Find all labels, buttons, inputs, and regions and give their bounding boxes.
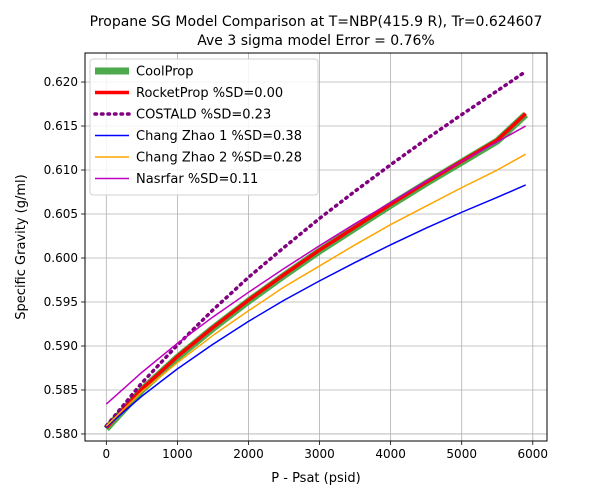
chart-subtitle: Ave 3 sigma model Error = 0.76%: [197, 33, 434, 49]
y-tick-label: 0.610: [44, 163, 78, 177]
x-axis-label: P - Psat (psid): [271, 471, 360, 486]
y-tick-label: 0.580: [44, 427, 78, 441]
x-tick-label: 5000: [446, 447, 477, 461]
legend-label-2: COSTALD %SD=0.23: [136, 108, 271, 123]
y-tick-label: 0.590: [44, 339, 78, 353]
legend: CoolProp RocketProp %SD=0.00 COSTALD %SD=0…: [89, 58, 319, 196]
y-tick-label: 0.600: [44, 251, 78, 265]
x-tick-label: 0: [103, 447, 111, 461]
y-tick-label: 0.620: [44, 75, 78, 89]
y-tick-label: 0.615: [44, 119, 78, 133]
series-lines: [103, 69, 529, 432]
series-line-2: [104, 69, 528, 428]
series-line-3: [105, 184, 526, 428]
series-line-4: [105, 153, 527, 427]
legend-label-3: Chang Zhao 1 %SD=0.38: [136, 129, 302, 144]
y-tick-label: 0.605: [44, 207, 78, 221]
x-axis-ticks: 0 1000 2000 3000 4000 5000 6000: [103, 441, 549, 461]
x-tick-label: 3000: [304, 447, 335, 461]
y-tick-label: 0.585: [44, 383, 78, 397]
y-tick-label: 0.595: [44, 295, 78, 309]
legend-label-5: Nasrfar %SD=0.11: [136, 172, 258, 187]
x-tick-label: 1000: [162, 447, 193, 461]
y-axis-ticks: 0.580 0.585 0.590 0.595 0.600 0.605 0.610 0.615…: [44, 75, 85, 441]
legend-label-4: Chang Zhao 2 %SD=0.28: [136, 151, 302, 166]
series-line-5: [105, 125, 527, 405]
legend-box: [89, 58, 319, 196]
x-tick-label: 2000: [233, 447, 264, 461]
legend-label-0: CoolProp: [136, 65, 193, 80]
chart-title: Propane SG Model Comparison at T=NBP(415…: [90, 14, 543, 30]
y-axis-label: Specific Gravity (g/ml): [14, 174, 29, 319]
x-tick-label: 4000: [375, 447, 406, 461]
legend-label-1: RocketProp %SD=0.00: [136, 86, 283, 101]
plot-frame: [84, 52, 548, 442]
x-tick-label: 6000: [518, 447, 549, 461]
